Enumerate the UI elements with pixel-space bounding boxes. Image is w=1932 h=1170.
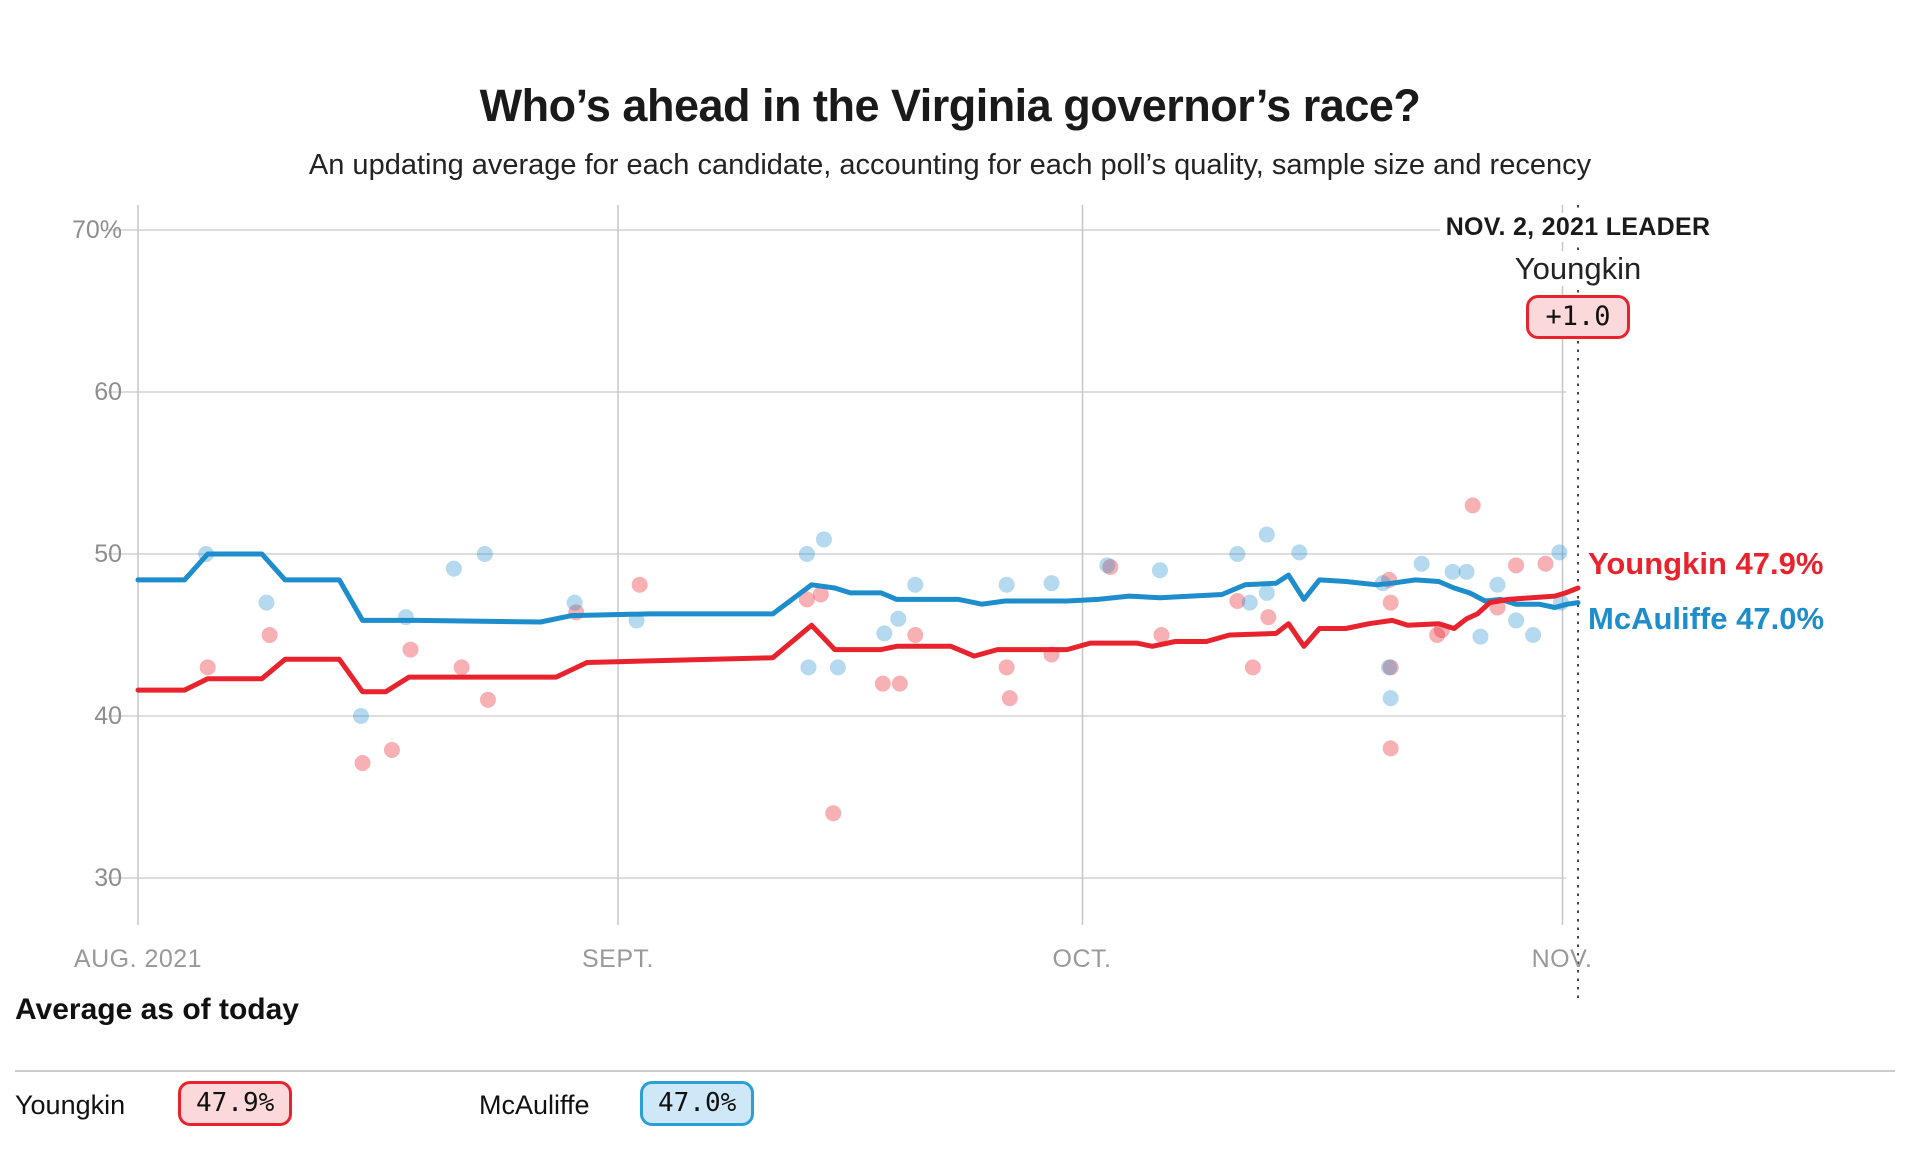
poll-dot-youngkin[interactable]	[798, 591, 815, 608]
poll-dot-youngkin[interactable]	[453, 659, 470, 676]
poll-dot-youngkin[interactable]	[874, 675, 891, 692]
poll-dot-mcauliffe[interactable]	[1099, 557, 1116, 574]
average-line-mcauliffe[interactable]	[135, 551, 1581, 625]
poll-dot-youngkin[interactable]	[1102, 558, 1119, 575]
poll-dot-youngkin[interactable]	[1382, 740, 1399, 757]
poll-dot-mcauliffe[interactable]	[815, 531, 832, 548]
y-tick-30: 30	[94, 864, 122, 892]
poll-dot-mcauliffe[interactable]	[445, 560, 462, 577]
poll-dot-mcauliffe[interactable]	[1258, 526, 1275, 543]
poll-dot-youngkin[interactable]	[631, 576, 648, 593]
poll-dot-youngkin[interactable]	[1229, 592, 1246, 609]
x-tick-aug: AUG. 2021	[73, 945, 203, 973]
poll-dot-youngkin[interactable]	[1464, 497, 1481, 514]
poll-dot-mcauliffe[interactable]	[1043, 575, 1060, 592]
poll-dot-mcauliffe[interactable]	[352, 708, 369, 724]
poll-dot-youngkin[interactable]	[402, 641, 419, 658]
poll-dot-mcauliffe[interactable]	[1151, 562, 1168, 579]
poll-dot-mcauliffe[interactable]	[566, 594, 583, 611]
poll-dot-mcauliffe[interactable]	[907, 576, 924, 593]
page-title: Who’s ahead in the Virginia governor’s r…	[479, 80, 1421, 132]
poll-dot-mcauliffe[interactable]	[1381, 659, 1398, 676]
poll-dot-youngkin[interactable]	[383, 742, 400, 759]
poll-dot-mcauliffe[interactable]	[1258, 584, 1275, 601]
leader-margin-badge: +1.0	[1526, 295, 1630, 339]
page-subtitle: An updating average for each candidate, …	[308, 149, 1592, 181]
youngkin-line-label: Youngkin 47.9%	[1588, 546, 1824, 581]
y-tick-50: 50	[94, 540, 122, 568]
poll-dot-youngkin[interactable]	[1382, 594, 1399, 611]
leader-date-kicker: NOV. 2, 2021 LEADER	[1439, 213, 1717, 242]
poll-dot-youngkin[interactable]	[1001, 690, 1018, 707]
poll-dot-mcauliffe[interactable]	[258, 594, 275, 611]
y-tick-40: 40	[94, 702, 122, 730]
leader-name: Youngkin	[1504, 251, 1652, 286]
y-tick-70: 70%	[71, 216, 122, 244]
poll-dot-mcauliffe[interactable]	[800, 659, 817, 676]
legend-value-badge-mcauliffe: 47.0%	[640, 1081, 755, 1126]
legend-name-mcauliffe: McAuliffe	[479, 1090, 590, 1120]
poll-dot-youngkin[interactable]	[1382, 659, 1399, 676]
poll-dot-mcauliffe[interactable]	[1413, 555, 1430, 572]
poll-dot-youngkin[interactable]	[825, 805, 842, 822]
poll-dot-mcauliffe[interactable]	[890, 610, 907, 627]
x-tick-sept: SEPT.	[582, 945, 654, 973]
poll-dot-youngkin[interactable]	[998, 659, 1015, 676]
poll-dot-youngkin[interactable]	[1508, 557, 1525, 574]
poll-dot-youngkin[interactable]	[261, 627, 278, 643]
mcauliffe-line-label: McAuliffe 47.0%	[1588, 601, 1825, 636]
legend-value-badge-youngkin: 47.9%	[178, 1081, 293, 1126]
poll-dot-mcauliffe[interactable]	[1444, 563, 1461, 580]
poll-dot-youngkin[interactable]	[354, 754, 371, 771]
legend-name-youngkin: Youngkin	[15, 1090, 126, 1120]
poll-dot-mcauliffe[interactable]	[1472, 628, 1489, 645]
poll-dot-mcauliffe[interactable]	[998, 576, 1015, 593]
poll-dot-youngkin[interactable]	[479, 691, 496, 708]
poll-dot-mcauliffe[interactable]	[876, 625, 893, 642]
poll-dot-mcauliffe[interactable]	[1291, 544, 1308, 561]
footer-divider	[15, 1070, 1895, 1072]
poll-dot-youngkin[interactable]	[812, 586, 829, 603]
poll-dot-mcauliffe[interactable]	[476, 546, 493, 562]
poll-dot-mcauliffe[interactable]	[1551, 544, 1568, 561]
footer-heading: Average as of today	[15, 993, 299, 1026]
poll-dot-youngkin[interactable]	[1260, 609, 1277, 626]
poll-dot-youngkin[interactable]	[199, 659, 216, 676]
poll-dot-mcauliffe[interactable]	[1241, 594, 1258, 611]
poll-dot-mcauliffe[interactable]	[1458, 563, 1475, 580]
poll-dot-mcauliffe[interactable]	[829, 659, 846, 676]
poll-dot-youngkin[interactable]	[1153, 627, 1170, 643]
poll-dot-mcauliffe[interactable]	[1525, 627, 1542, 643]
poll-dot-youngkin[interactable]	[1244, 659, 1261, 676]
poll-dot-youngkin[interactable]	[907, 627, 924, 643]
x-tick-oct: OCT.	[1052, 945, 1112, 973]
average-line-youngkin[interactable]	[135, 585, 1581, 695]
y-tick-60: 60	[94, 378, 122, 406]
poll-dot-mcauliffe[interactable]	[1229, 546, 1246, 562]
poll-dot-mcauliffe[interactable]	[1382, 690, 1399, 707]
poll-dot-youngkin[interactable]	[1429, 627, 1446, 643]
leader-annotation: NOV. 2, 2021 LEADER Youngkin +1.0	[1408, 213, 1748, 339]
poll-dot-youngkin[interactable]	[891, 675, 908, 692]
poll-dot-mcauliffe[interactable]	[1508, 612, 1525, 629]
poll-dot-youngkin[interactable]	[1537, 555, 1554, 572]
x-tick-nov: NOV.	[1531, 945, 1593, 973]
poll-dot-mcauliffe[interactable]	[798, 546, 815, 562]
poll-dot-mcauliffe[interactable]	[1489, 576, 1506, 593]
